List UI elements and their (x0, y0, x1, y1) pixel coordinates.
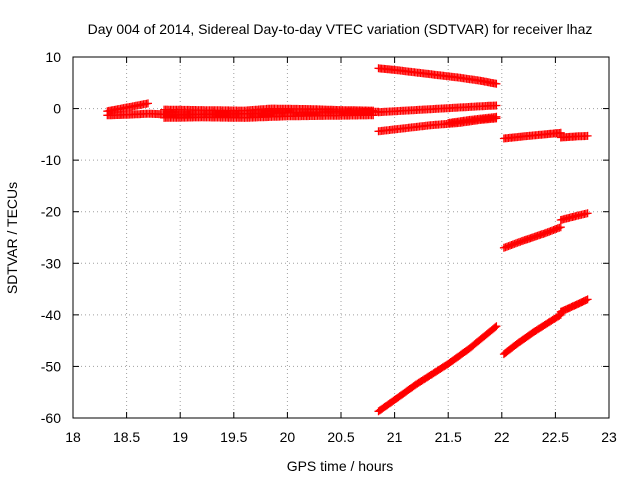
series-trace-e (374, 64, 501, 88)
data-point-markers (160, 104, 378, 115)
data-point-markers (444, 112, 501, 127)
y-tick-label: 10 (45, 49, 61, 65)
series-trace-m (556, 209, 592, 224)
data-point-markers (556, 131, 592, 142)
y-axis-label: SDTVAR / TECUs (4, 182, 20, 294)
x-tick-label: 22 (494, 429, 510, 445)
x-tick-label: 21.5 (435, 429, 462, 445)
data-point-markers (499, 128, 565, 143)
series-trace-a (103, 99, 152, 116)
series-trace-c (160, 111, 378, 122)
x-tick-label: 20.5 (327, 429, 354, 445)
data-point-markers (103, 99, 152, 116)
series-trace-h (444, 112, 501, 127)
data-point-markers (499, 310, 565, 359)
x-tick-label: 22.5 (542, 429, 569, 445)
x-tick-label: 21 (387, 429, 403, 445)
data-point-markers (160, 111, 378, 122)
data-point-markers (556, 209, 592, 224)
y-tick-label: -50 (41, 358, 61, 374)
tick-labels: 18 18.5 19 19.5 20 20.5 21 21.5 22 22.5 23 10 0 -10 -2… (41, 49, 617, 445)
axis-ticks (72, 56, 610, 419)
x-tick-label: 19.5 (220, 429, 247, 445)
y-tick-label: -60 (41, 410, 61, 426)
series-trace-n (499, 310, 565, 359)
y-tick-label: 0 (53, 101, 61, 117)
data-point-markers (374, 101, 501, 117)
data-point-markers (374, 64, 501, 88)
chart-title: Day 004 of 2014, Sidereal Day-to-day VTE… (88, 21, 593, 37)
x-tick-label: 18.5 (113, 429, 140, 445)
data-marks (103, 64, 592, 416)
series-trace-l (499, 223, 565, 252)
series-trace-j (499, 128, 565, 143)
x-tick-label: 18 (65, 429, 81, 445)
series-trace-o (556, 295, 592, 316)
data-point-markers (556, 295, 592, 316)
data-point-markers (374, 322, 501, 416)
x-axis-label: GPS time / hours (287, 458, 394, 474)
x-tick-label: 23 (601, 429, 617, 445)
y-tick-label: -10 (41, 152, 61, 168)
series-trace-k (556, 131, 592, 142)
data-point-markers (499, 223, 565, 252)
x-tick-label: 20 (280, 429, 296, 445)
x-tick-label: 19 (172, 429, 188, 445)
series-trace-i (374, 322, 501, 416)
series-trace-f (374, 101, 501, 117)
y-tick-label: -40 (41, 307, 61, 323)
y-tick-label: -30 (41, 255, 61, 271)
y-tick-label: -20 (41, 204, 61, 220)
series-trace-d (160, 104, 378, 115)
